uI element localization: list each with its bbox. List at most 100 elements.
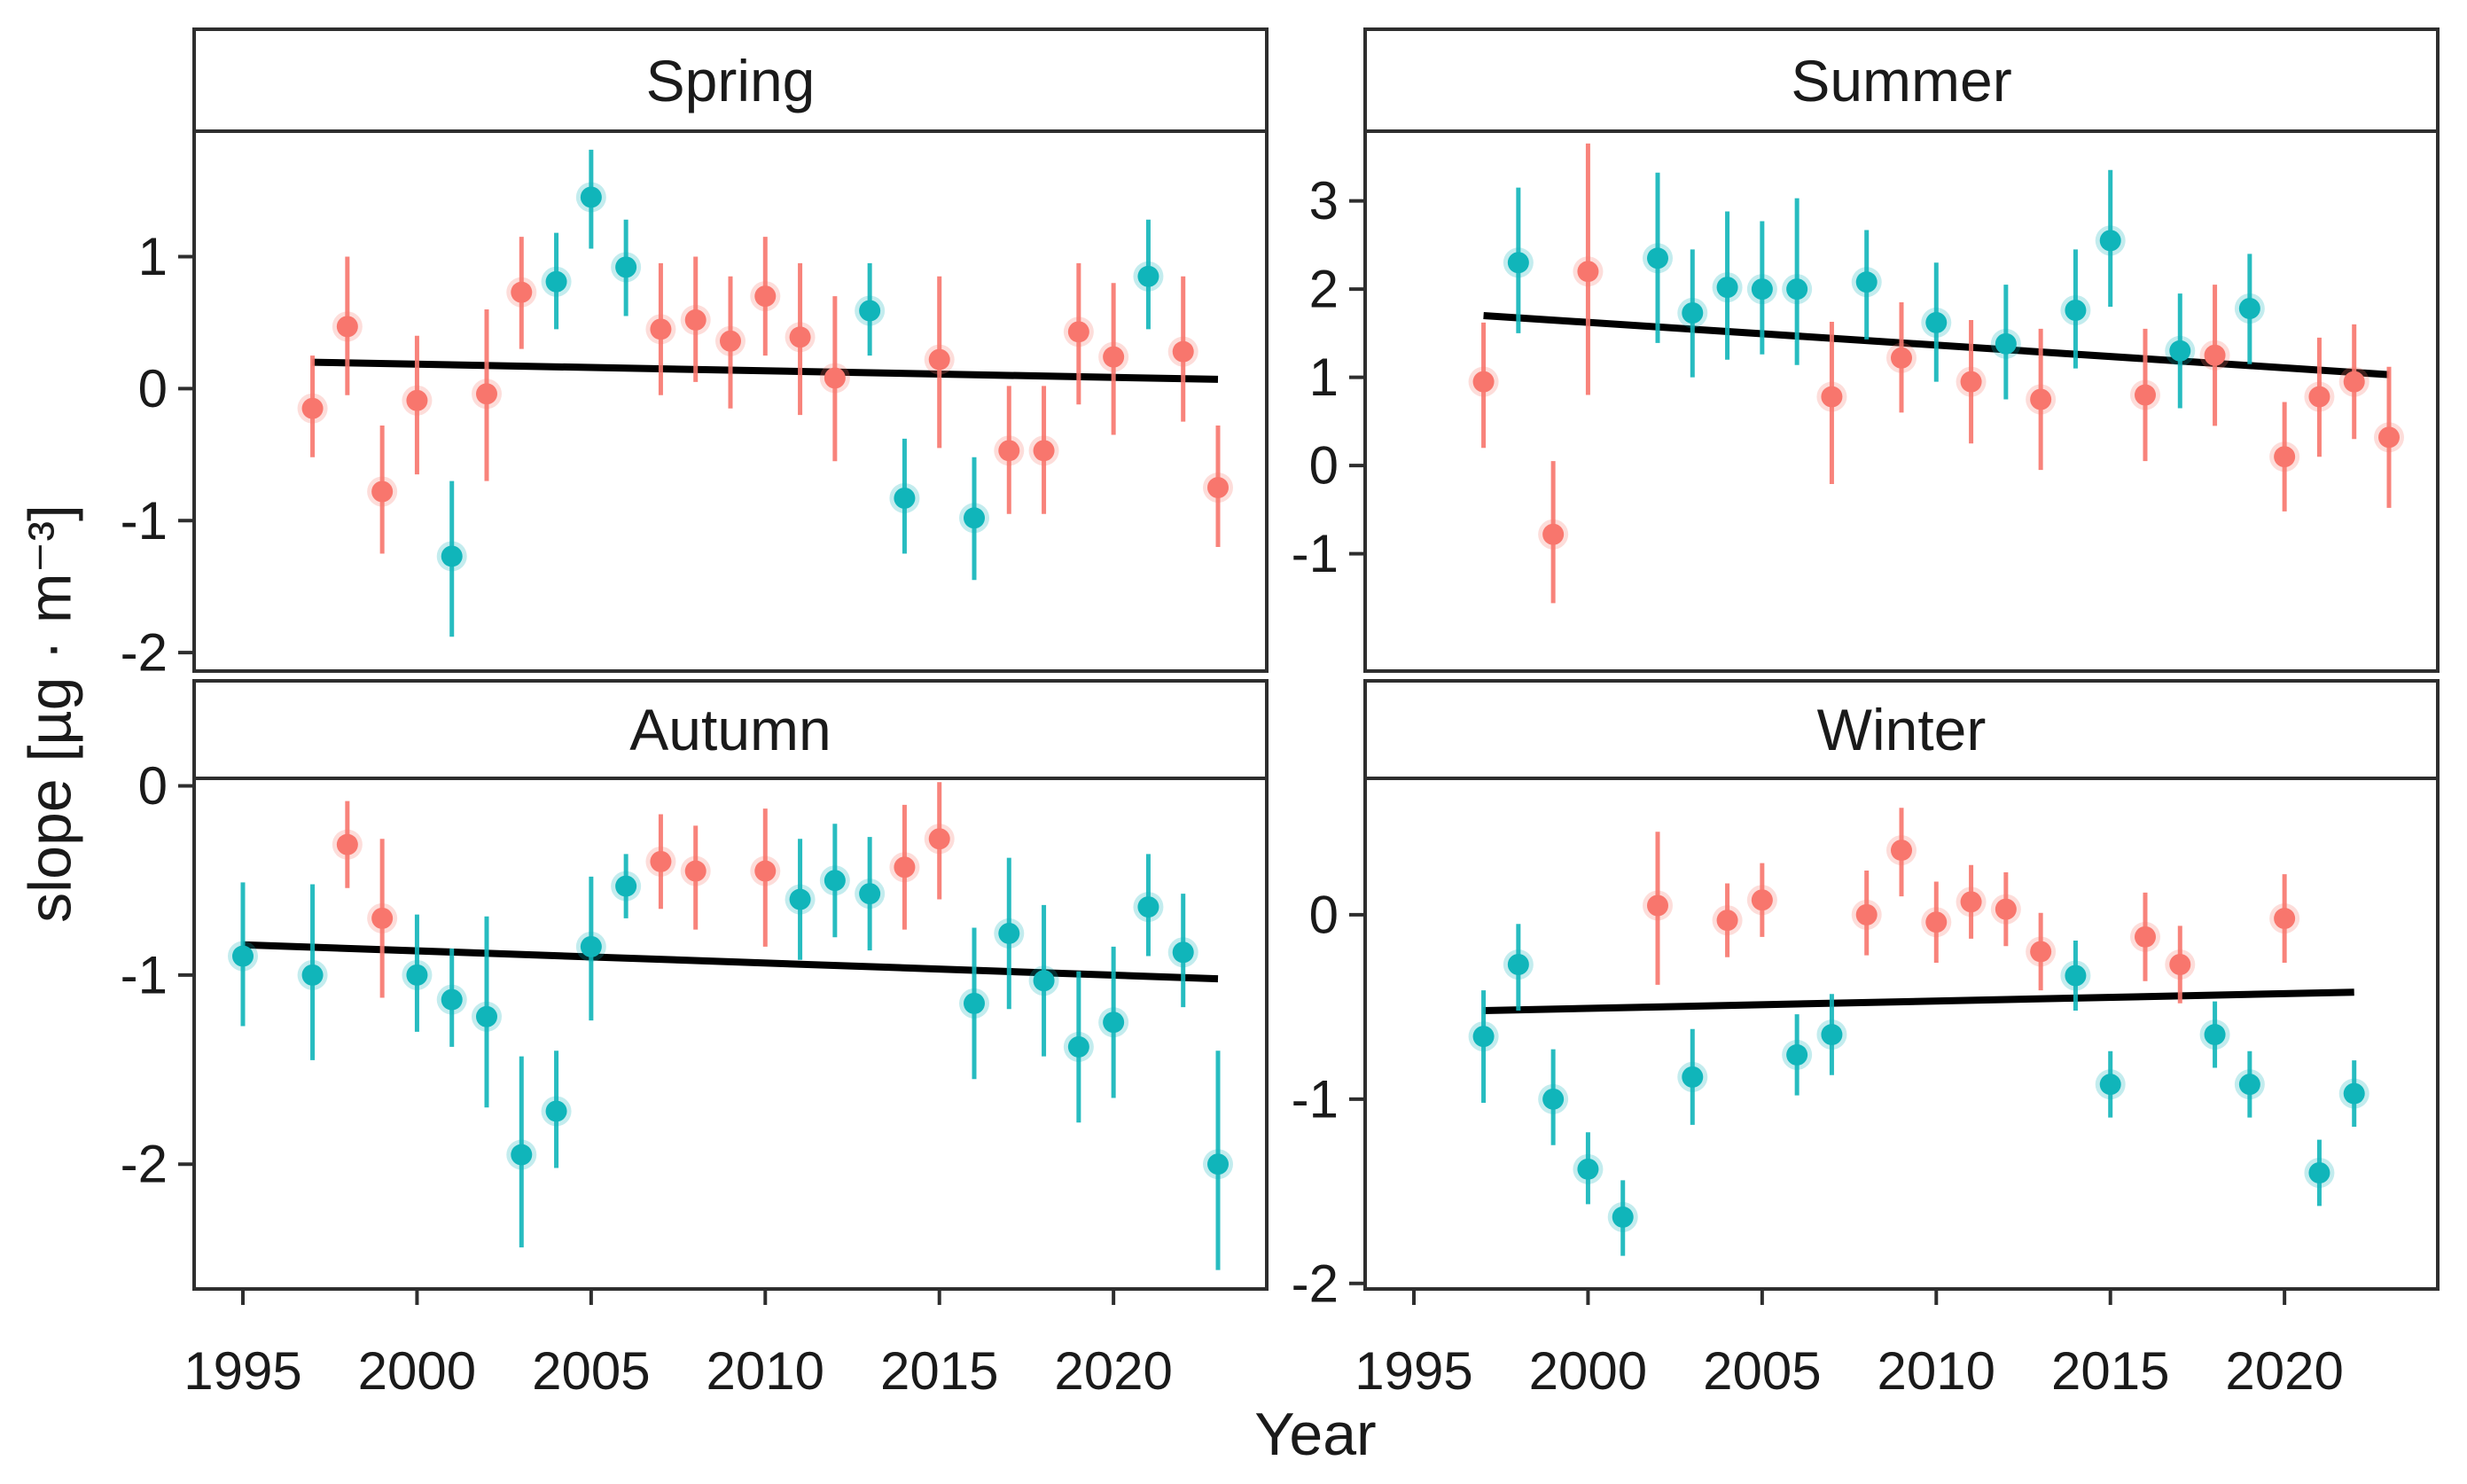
- data-point: [1647, 894, 1668, 917]
- data-point: [2169, 340, 2191, 362]
- data-point: [1612, 1206, 1634, 1228]
- data-point: [2238, 1074, 2260, 1096]
- data-point: [754, 285, 777, 308]
- y-tick-label: -2: [121, 1135, 168, 1194]
- y-tick-label: -1: [121, 491, 168, 551]
- data-point: [2099, 1074, 2121, 1096]
- data-point: [232, 945, 254, 967]
- panel-winter: 0 -1 -2 1995 2000 2005 2010 2015 2020: [1292, 679, 2440, 1401]
- facet-strip-box: [192, 27, 1269, 133]
- data-point: [650, 318, 672, 340]
- y-tick-label: 0: [1309, 885, 1339, 944]
- data-point: [476, 383, 497, 405]
- data-point: [720, 330, 741, 352]
- data-point: [476, 1005, 497, 1027]
- data-point: [2065, 300, 2087, 322]
- data-point: [1891, 840, 1912, 862]
- data-point: [1751, 889, 1773, 911]
- data-point: [406, 964, 428, 986]
- data-point: [2378, 426, 2400, 449]
- y-tick-label: 3: [1309, 171, 1339, 230]
- data-point: [1855, 903, 1878, 926]
- data-point: [441, 545, 463, 567]
- trend-line: [1483, 988, 2354, 1015]
- data-point: [336, 316, 358, 338]
- data-point: [511, 281, 533, 303]
- data-point: [1682, 1066, 1704, 1088]
- data-point: [1716, 277, 1738, 299]
- data-point: [1472, 371, 1495, 393]
- x-tick-label: 2000: [358, 1341, 476, 1401]
- x-tick-label: 2005: [1703, 1341, 1821, 1401]
- data-point: [1786, 278, 1808, 301]
- data-point: [580, 935, 602, 957]
- x-tick-label: 2010: [707, 1341, 824, 1401]
- x-tick-label: 2010: [1878, 1341, 1995, 1401]
- data-point: [2169, 954, 2191, 976]
- data-point: [998, 440, 1020, 462]
- data-point: [1507, 252, 1529, 274]
- data-point: [754, 860, 777, 882]
- data-point: [1103, 1011, 1125, 1034]
- data-point: [2099, 230, 2121, 252]
- data-point: [928, 828, 950, 850]
- data-point: [1033, 970, 1055, 992]
- data-point: [615, 875, 637, 897]
- data-point: [998, 922, 1020, 944]
- y-tick-label: -2: [1292, 1254, 1339, 1313]
- data-point: [1207, 1153, 1229, 1175]
- data-point: [301, 397, 324, 419]
- x-tick-label: 2020: [2225, 1341, 2343, 1401]
- data-point: [2308, 386, 2330, 408]
- data-point: [1067, 1035, 1089, 1058]
- data-point: [2135, 384, 2156, 406]
- data-point: [2065, 965, 2087, 987]
- panel-autumn: 0 -1 -2 1995 2000 2005 2010 2015 2020: [121, 679, 1269, 1401]
- panel-spring: 1 0 -1 -2: [121, 27, 1269, 683]
- data-point: [580, 186, 602, 208]
- data-point: [1925, 911, 1948, 933]
- data-point: [684, 860, 707, 882]
- data-point: [1891, 347, 1912, 369]
- data-point: [859, 883, 881, 905]
- data-point: [894, 487, 916, 509]
- data-point: [1472, 1026, 1495, 1048]
- data-point: [650, 850, 672, 872]
- data-point: [824, 870, 846, 892]
- data-point: [2238, 298, 2260, 320]
- data-point: [545, 270, 567, 293]
- data-point: [789, 888, 811, 910]
- y-tick-label: 0: [138, 756, 168, 816]
- data-point: [1207, 477, 1229, 499]
- x-tick-label: 2015: [880, 1341, 998, 1401]
- data-point: [1751, 278, 1773, 301]
- data-point: [1786, 1043, 1808, 1066]
- x-tick-label: 2015: [2051, 1341, 2169, 1401]
- panel-border: [192, 777, 1269, 1291]
- data-point: [2343, 1082, 2365, 1105]
- data-point: [1821, 386, 1843, 408]
- data-point: [1137, 265, 1159, 287]
- data-point: [2274, 446, 2296, 468]
- data-point: [1995, 898, 2017, 920]
- data-point: [684, 309, 707, 331]
- facet-strip-title-autumn: Autumn: [629, 697, 831, 762]
- y-tick-label: -1: [1292, 524, 1339, 583]
- y-tick-label: -2: [121, 623, 168, 683]
- data-point: [928, 348, 950, 371]
- x-axis-title: Year: [1254, 1401, 1377, 1468]
- facet-strip-title-summer: Summer: [1791, 47, 2012, 113]
- data-point: [1960, 371, 1982, 393]
- data-point: [1577, 261, 1599, 283]
- data-point: [2274, 908, 2296, 930]
- data-point: [441, 988, 463, 1011]
- trend-line: [242, 941, 1219, 983]
- data-point: [2204, 1024, 2226, 1046]
- y-tick-label: -1: [121, 945, 168, 1004]
- data-point: [1033, 440, 1055, 462]
- data-point: [336, 833, 358, 855]
- data-point: [1821, 1024, 1843, 1046]
- data-point: [1960, 891, 1982, 913]
- data-point: [615, 256, 637, 278]
